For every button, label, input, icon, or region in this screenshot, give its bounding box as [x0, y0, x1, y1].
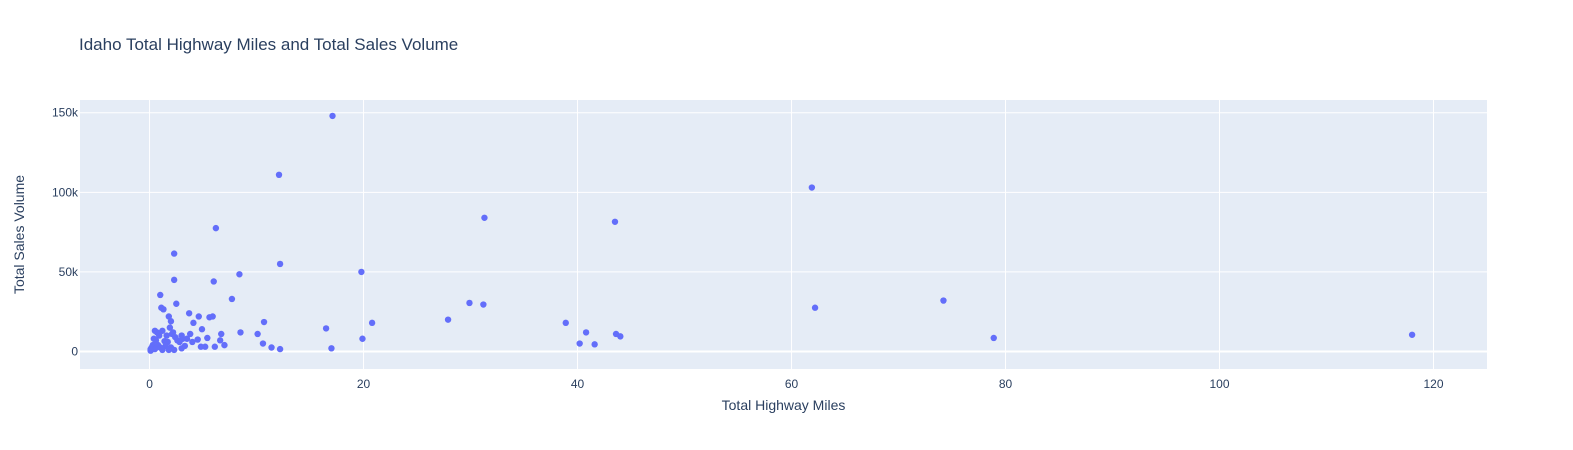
- data-point: [189, 338, 196, 346]
- data-point: [368, 319, 376, 327]
- data-point: [611, 218, 619, 225]
- data-point: [157, 291, 164, 299]
- data-point: [201, 343, 209, 350]
- data-point: [1408, 331, 1416, 338]
- data-point: [359, 335, 366, 342]
- data-point: [276, 260, 284, 268]
- y-tick-label: 50k: [59, 265, 79, 279]
- data-point: [259, 340, 267, 347]
- plot-area: [80, 100, 1487, 369]
- data-point: [178, 345, 185, 352]
- data-point: [228, 295, 236, 303]
- data-point: [276, 345, 284, 353]
- data-points: [147, 112, 1416, 354]
- data-point: [466, 299, 473, 307]
- data-point: [237, 329, 244, 336]
- data-point: [328, 345, 335, 352]
- data-point: [322, 325, 330, 332]
- data-point: [185, 310, 193, 317]
- x-tick-label: 100: [1209, 377, 1229, 391]
- data-point: [165, 313, 173, 320]
- data-point: [173, 300, 180, 307]
- data-point: [236, 271, 243, 278]
- y-tick-label: 150k: [52, 106, 79, 120]
- data-point: [206, 314, 213, 321]
- data-point: [176, 338, 183, 346]
- data-point: [195, 313, 202, 320]
- data-point: [194, 336, 201, 343]
- data-point: [329, 112, 336, 120]
- x-tick-label: 120: [1423, 377, 1443, 391]
- data-point: [159, 327, 166, 334]
- x-tick-label: 40: [571, 377, 585, 391]
- x-tick-label: 0: [146, 377, 153, 391]
- data-point: [210, 278, 217, 285]
- data-point: [159, 346, 166, 354]
- data-point: [163, 332, 170, 339]
- data-point: [940, 297, 947, 304]
- data-point: [165, 346, 173, 354]
- x-tick-label: 80: [999, 377, 1013, 391]
- data-point: [155, 332, 163, 339]
- data-point: [481, 214, 488, 221]
- data-point: [617, 333, 624, 340]
- x-tick-label: 20: [357, 377, 371, 391]
- y-tick-label: 0: [71, 344, 78, 358]
- data-point: [221, 341, 228, 349]
- data-point: [591, 341, 598, 348]
- y-tick-labels: 0 50k 100k 150k: [52, 106, 79, 359]
- data-point: [480, 301, 487, 308]
- data-point: [990, 334, 997, 342]
- x-tick-labels: 0 20 40 60 80 100 120: [146, 377, 1444, 391]
- y-axis-title: Total Sales Volume: [11, 175, 27, 294]
- data-point: [562, 319, 569, 327]
- data-point: [216, 337, 224, 344]
- data-point: [444, 316, 452, 323]
- x-axis-title: Total Highway Miles: [722, 397, 846, 413]
- data-point: [187, 330, 194, 338]
- data-point: [147, 347, 154, 354]
- data-point: [166, 324, 174, 331]
- data-point: [183, 335, 191, 342]
- data-point: [170, 276, 178, 284]
- data-point: [160, 306, 167, 313]
- data-point: [170, 346, 178, 354]
- data-point: [268, 344, 275, 351]
- data-point: [190, 319, 197, 327]
- data-point: [152, 337, 160, 344]
- y-tick-label: 100k: [52, 185, 79, 199]
- data-point: [204, 334, 211, 342]
- data-point: [811, 304, 819, 311]
- data-point: [211, 343, 219, 350]
- data-point: [167, 318, 175, 325]
- data-point: [198, 326, 206, 333]
- data-point: [576, 340, 583, 347]
- x-gridlines: [149, 100, 1435, 369]
- chart-title: Idaho Total Highway Miles and Total Sale…: [79, 35, 458, 54]
- data-point: [808, 184, 816, 191]
- data-point: [358, 268, 365, 276]
- data-point: [260, 318, 268, 326]
- data-point: [170, 250, 178, 257]
- data-point: [275, 171, 283, 179]
- data-point: [582, 329, 590, 336]
- x-tick-label: 60: [785, 377, 799, 391]
- data-point: [218, 330, 225, 338]
- data-point: [212, 224, 220, 232]
- y-gridlines: [80, 112, 1487, 353]
- data-point: [254, 330, 261, 338]
